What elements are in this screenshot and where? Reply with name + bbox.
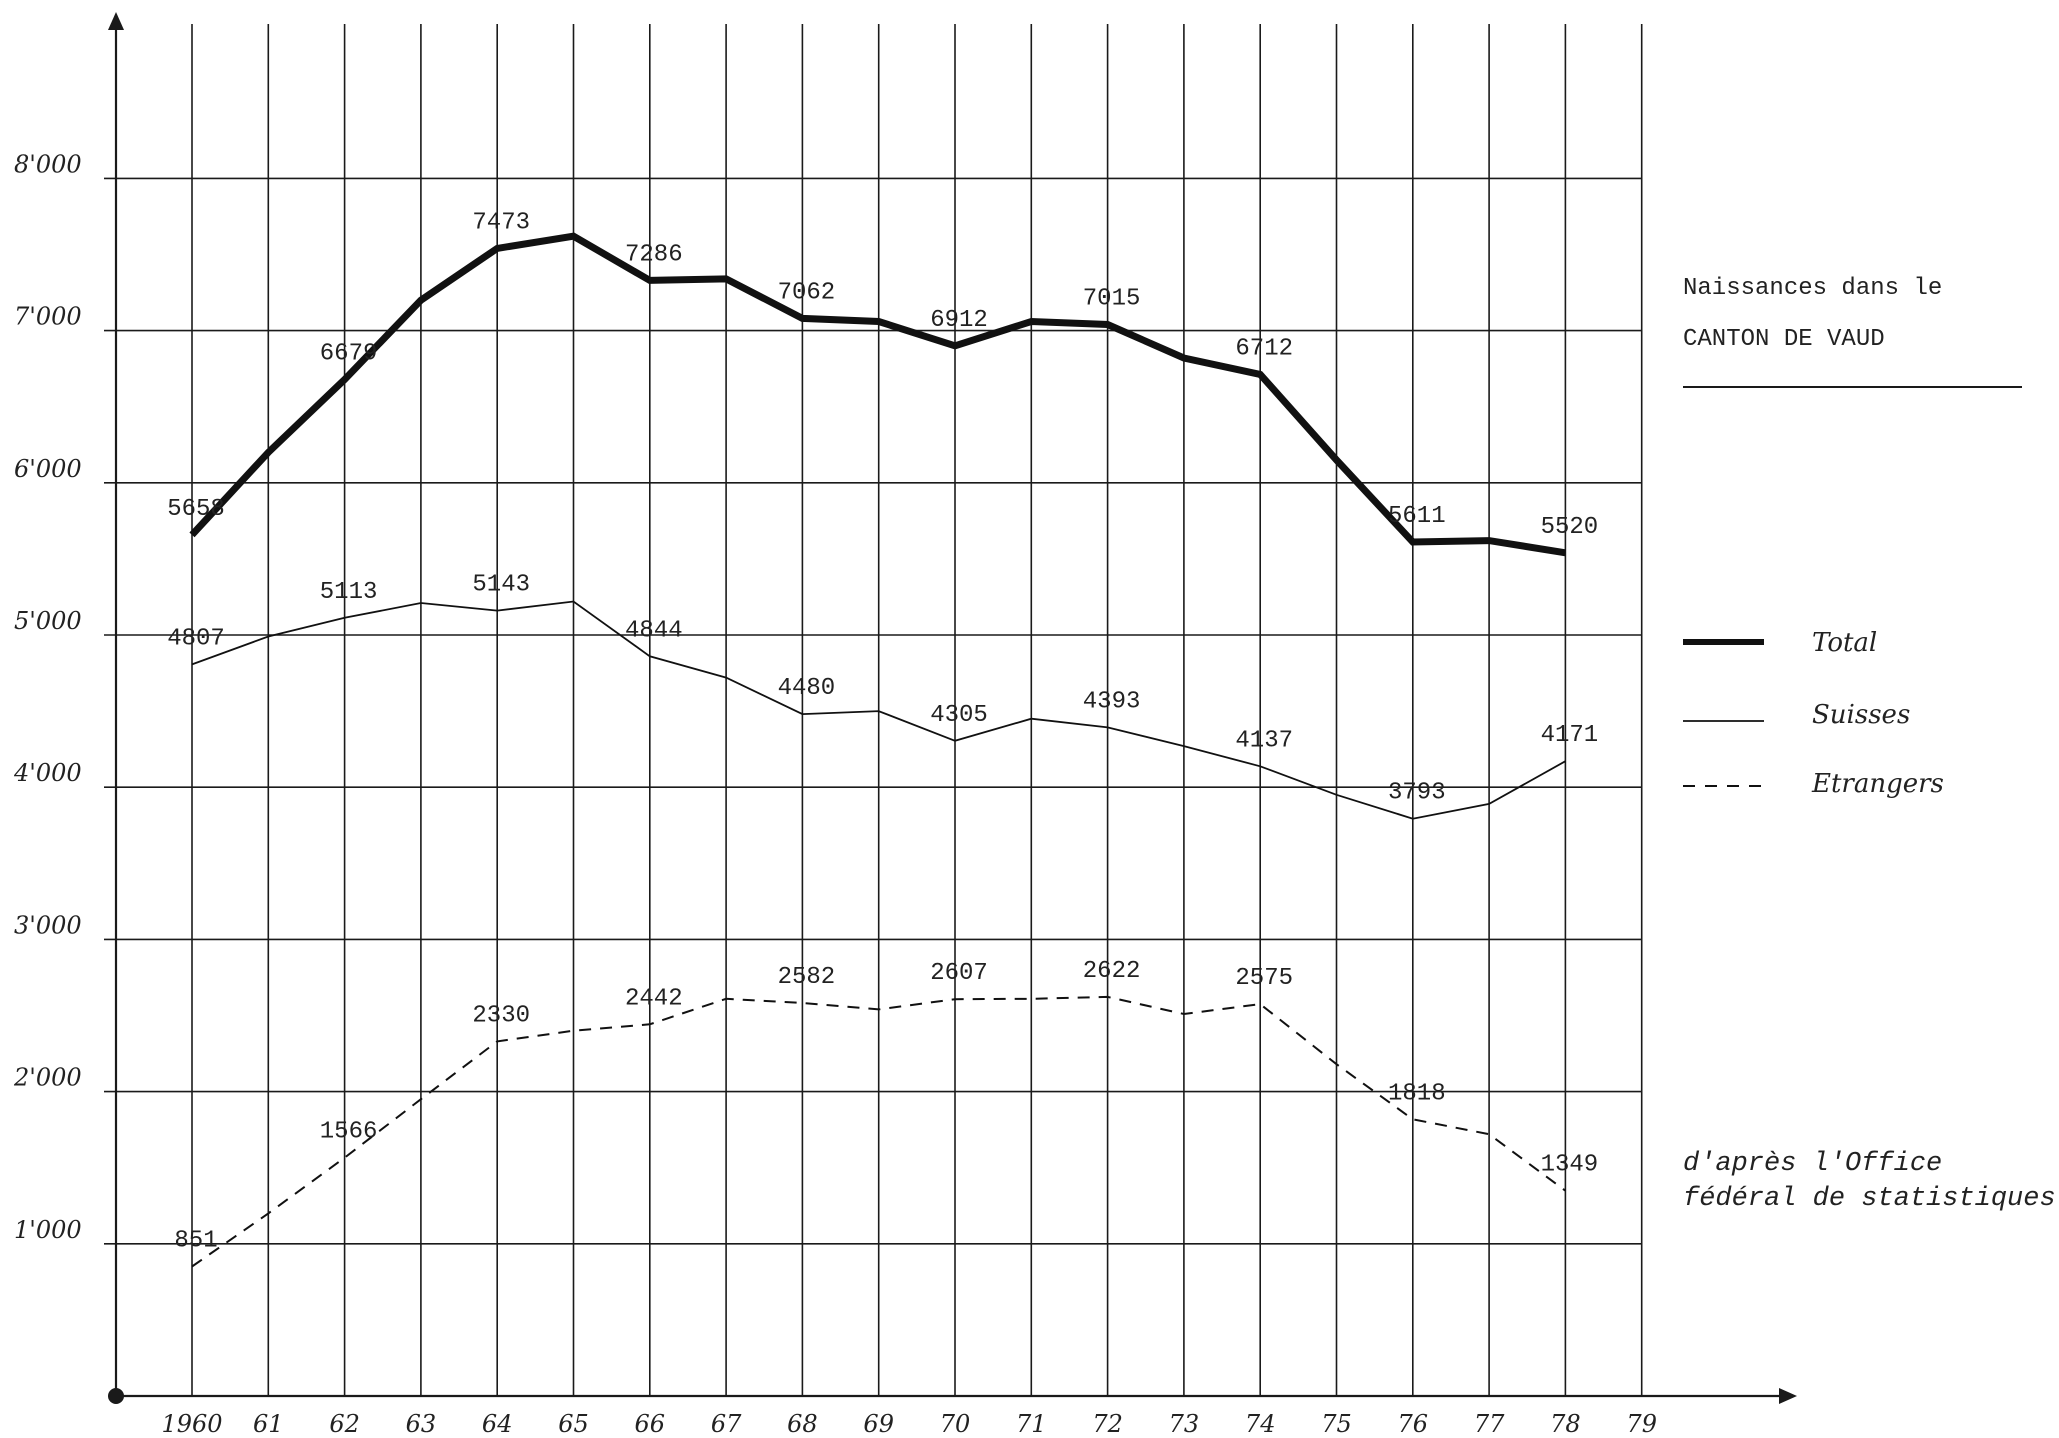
x-tick-label: 72 [1092,1410,1123,1438]
x-tick-label: 79 [1626,1410,1657,1438]
data-label-suisses: 5113 [320,579,378,606]
data-label-total: 6679 [320,340,378,367]
x-tick-label: 61 [253,1410,284,1438]
data-label-total: 7286 [625,241,683,268]
x-tick-label: 69 [863,1410,894,1438]
y-tick-label: 5'000 [14,607,82,635]
x-tick-label: 62 [329,1410,360,1438]
y-axis-arrow-icon [108,12,124,30]
data-label-etrangers: 1349 [1541,1152,1599,1179]
y-tick-label: 2'000 [13,1064,82,1092]
x-tick-label: 74 [1245,1410,1276,1438]
legend-item-etrangers: Etrangers [1683,769,1944,799]
data-label-etrangers: 1566 [320,1119,378,1146]
data-label-total: 7062 [778,279,836,306]
y-tick-labels: 1'000 2'000 3'000 4'000 5'000 6'000 7'000 8'000 [13,150,82,1243]
legend-item-total: Total [1683,628,1877,658]
series-line-etrangers [191,995,1566,1268]
title-line-2: CANTON DE VAUD [1683,326,1885,353]
x-tick-label: 66 [635,1410,666,1438]
source-line-1: d'après l'Office [1683,1149,1942,1179]
x-tick-label: 63 [406,1410,437,1438]
data-label-total: 5611 [1388,503,1446,530]
x-tick-label: 73 [1169,1410,1200,1438]
x-tick-label: 76 [1398,1410,1429,1438]
data-label-total: 6712 [1235,335,1293,362]
data-label-suisses: 4480 [778,675,836,702]
data-label-etrangers: 2442 [625,985,683,1012]
legend-label-total: Total [1812,628,1877,658]
legend: Total Suisses Etrangers [1683,628,1944,799]
legend-label-suisses: Suisses [1812,700,1910,730]
source-line-2: fédéral de statistiques [1683,1184,2056,1214]
y-tick-label: 6'000 [14,455,82,483]
data-label-etrangers: 2622 [1083,958,1141,985]
y-tick-label: 4'000 [13,759,82,787]
data-label-suisses: 4305 [930,702,988,729]
data-label-suisses: 3793 [1388,780,1446,807]
x-tick-label: 64 [482,1410,513,1438]
data-label-total: 6912 [930,307,988,334]
x-tick-labels: 1960 61 62 63 64 65 66 67 68 69 70 71 72 73 74 75 76 77 78… [161,1410,1657,1438]
y-tick-label: 1'000 [14,1216,82,1244]
axes [108,12,1797,1404]
origin-dot [108,1388,124,1404]
legend-label-etrangers: Etrangers [1811,769,1944,799]
data-label-suisses: 4393 [1083,688,1141,715]
x-tick-label: 78 [1550,1410,1581,1438]
data-label-etrangers: 2607 [930,960,988,987]
x-axis-arrow-icon [1779,1388,1797,1404]
data-label-suisses: 4844 [625,617,683,644]
x-tick-label: 1960 [161,1410,222,1438]
y-tick-label: 8'000 [14,150,82,178]
data-label-etrangers: 1818 [1388,1080,1446,1107]
data-label-suisses: 4137 [1235,727,1293,754]
data-label-etrangers: 851 [174,1227,217,1254]
x-tick-label: 68 [787,1410,818,1438]
data-label-suisses: 4171 [1541,722,1599,749]
data-label-total: 7015 [1083,286,1141,313]
data-label-total: 5658 [167,496,225,523]
title-line-1: Naissances dans le [1683,275,1942,302]
x-tick-label: 70 [940,1410,971,1438]
series-line-suisses [191,600,1566,820]
y-tick-label: 3'000 [14,911,82,939]
grid [104,24,1643,1396]
source-note: d'après l'Office fédéral de statistiques [1683,1149,2056,1214]
data-label-etrangers: 2582 [778,964,836,991]
data-label-etrangers: 2330 [472,1002,530,1029]
chart-title: Naissances dans le CANTON DE VAUD [1683,275,2022,388]
data-labels: 5658 6679 7473 7286 7062 6912 7015 6712 5611 5520… [167,209,1598,1254]
data-label-suisses: 4807 [167,625,225,652]
series-lines [189,232,1566,1268]
data-label-total: 5520 [1541,514,1599,541]
y-tick-label: 7'000 [14,303,82,331]
x-tick-label: 65 [558,1410,589,1438]
data-label-suisses: 5143 [472,572,530,599]
x-tick-label: 75 [1321,1410,1352,1438]
data-label-etrangers: 2575 [1235,965,1293,992]
x-tick-label: 71 [1016,1410,1047,1438]
x-tick-label: 67 [711,1410,742,1438]
legend-item-suisses: Suisses [1683,700,1910,730]
series-line-total [189,232,1566,557]
x-tick-label: 77 [1474,1410,1505,1438]
data-label-total: 7473 [472,209,530,236]
